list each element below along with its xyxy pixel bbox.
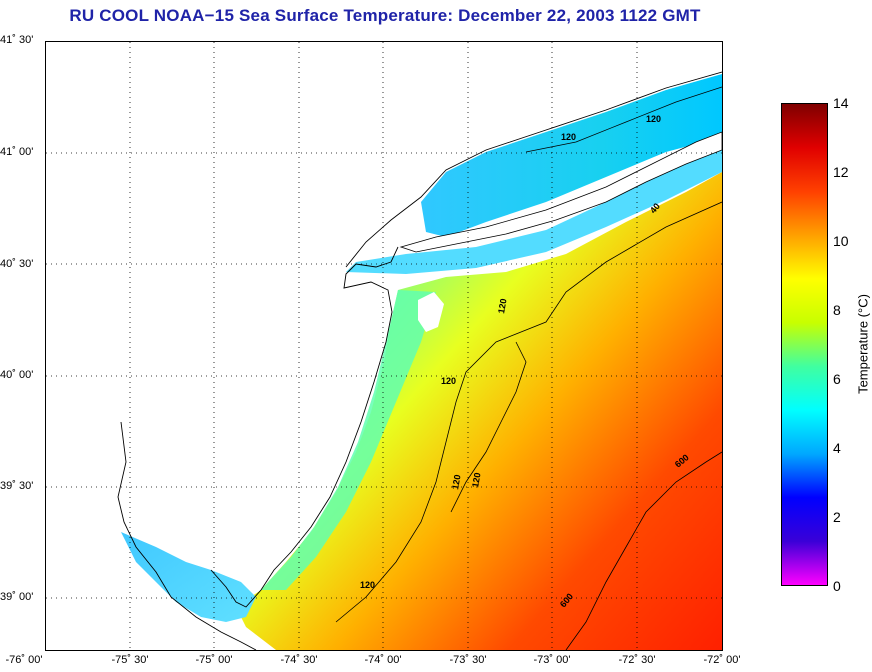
lon-label: -74˚ 00' <box>364 654 402 666</box>
lon-label: -73˚ 30' <box>449 654 487 666</box>
map-canvas: 120 120 120 120 120 120 120 600 600 40 <box>46 42 722 650</box>
lat-label: 41˚ 30' <box>0 34 34 46</box>
colorbar-tick: 6 <box>833 371 841 387</box>
lon-label: -75˚ 30' <box>111 654 149 666</box>
colorbar-label: Temperature (°C) <box>855 294 871 394</box>
contour-label: 120 <box>561 132 576 142</box>
colorbar-tick: 2 <box>833 509 841 525</box>
lat-label: 39˚ 30' <box>0 480 34 492</box>
lat-label: 40˚ 30' <box>0 258 34 270</box>
lon-label: -75˚ 00' <box>195 654 233 666</box>
de-coastline <box>117 421 257 650</box>
contour-label: 120 <box>470 472 482 489</box>
lon-label: -73˚ 00' <box>533 654 571 666</box>
contour-sound <box>525 86 722 153</box>
delaware-bay <box>121 532 256 622</box>
map-title: RU COOL NOAA−15 Sea Surface Temperature:… <box>69 6 701 25</box>
colorbar-tick: 8 <box>833 302 841 318</box>
contour-label: 120 <box>496 298 508 315</box>
lon-label: -74˚ 30' <box>280 654 318 666</box>
long-island <box>399 131 722 253</box>
contour-label: 120 <box>646 114 661 124</box>
lat-label: 40˚ 00' <box>0 369 34 381</box>
colorbar-tick: 0 <box>833 578 841 594</box>
ct-coastline <box>345 71 722 268</box>
colorbar <box>781 103 828 586</box>
contour-120-b <box>450 341 527 513</box>
contour-label: 120 <box>450 474 462 491</box>
colorbar-tick: 14 <box>833 95 849 111</box>
colorbar-tick: 4 <box>833 440 841 456</box>
contour-label: 40 <box>648 201 662 215</box>
lon-label: -72˚ 00' <box>703 654 741 666</box>
colorbar-tick: 10 <box>833 233 849 249</box>
contour-label: 120 <box>360 580 375 590</box>
lon-label: -76˚ 00' <box>5 654 43 666</box>
contour-label: 120 <box>441 376 456 386</box>
coastal-strip <box>261 290 436 590</box>
long-island-sound <box>421 74 722 237</box>
contour-120 <box>335 201 722 623</box>
nj-coastline <box>210 246 399 608</box>
lat-label: 41˚ 00' <box>0 146 34 158</box>
colorbar-tick: 12 <box>833 164 849 180</box>
lon-label: -72˚ 30' <box>618 654 656 666</box>
ocean-sst <box>236 102 722 650</box>
lat-label: 39˚ 00' <box>0 591 34 603</box>
sst-map: 120 120 120 120 120 120 120 600 600 40 <box>45 41 723 651</box>
contour-600 <box>565 451 722 650</box>
nearshore-band <box>346 147 722 274</box>
cloud-gap <box>418 292 444 332</box>
